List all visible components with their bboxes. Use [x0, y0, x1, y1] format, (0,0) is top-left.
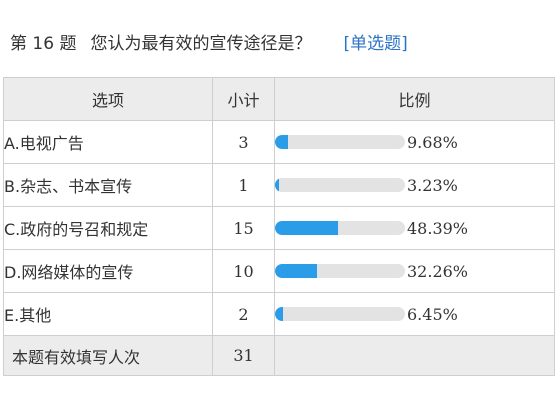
option-label: B.杂志、书本宣传 [3, 163, 213, 207]
option-count: 15 [212, 206, 275, 250]
option-ratio: 9.68% [274, 120, 555, 164]
option-label: D.网络媒体的宣传 [3, 249, 213, 293]
option-label: C.政府的号召和规定 [3, 206, 213, 250]
option-label: E.其他 [3, 292, 213, 336]
option-count: 1 [212, 163, 275, 207]
percent-label: 32.26% [407, 261, 469, 281]
question-number: 第 16 题 [10, 33, 77, 54]
header-count: 小计 [212, 77, 275, 121]
percent-bar-track [275, 135, 405, 149]
table-row: B.杂志、书本宣传 1 3.23% [3, 163, 555, 207]
question-header: 第 16 题 您认为最有效的宣传途径是？ [单选题] [10, 28, 408, 54]
percent-label: 9.68% [407, 132, 458, 152]
percent-label: 48.39% [407, 218, 469, 238]
total-label: 本题有效填写人次 [3, 335, 213, 376]
question-text: 您认为最有效的宣传途径是？ [90, 33, 312, 54]
percent-bar-track [275, 221, 405, 235]
total-count: 31 [212, 335, 275, 376]
table-footer-row: 本题有效填写人次 31 [3, 335, 555, 376]
footer-empty-cell [274, 335, 555, 376]
option-ratio: 6.45% [274, 292, 555, 336]
table-row: E.其他 2 6.45% [3, 292, 555, 336]
percent-label: 6.45% [407, 304, 458, 324]
option-count: 3 [212, 120, 275, 164]
percent-bar-fill [275, 178, 280, 192]
question-type-label: [单选题] [343, 33, 408, 54]
percent-bar-track [275, 264, 405, 278]
table-header-row: 选项 小计 比例 [3, 77, 555, 121]
percent-bar-track [275, 307, 405, 321]
results-table: 选项 小计 比例 A.电视广告 3 9.68% B.杂志、 [3, 77, 555, 376]
header-option: 选项 [3, 77, 213, 121]
table-row: A.电视广告 3 9.68% [3, 120, 555, 164]
percent-bar-fill [275, 264, 317, 278]
option-ratio: 32.26% [274, 249, 555, 293]
option-count: 2 [212, 292, 275, 336]
header-ratio: 比例 [274, 77, 555, 121]
table-row: D.网络媒体的宣传 10 32.26% [3, 249, 555, 293]
option-ratio: 3.23% [274, 163, 555, 207]
table-row: C.政府的号召和规定 15 48.39% [3, 206, 555, 250]
percent-label: 3.23% [407, 175, 458, 195]
percent-bar-fill [275, 135, 288, 149]
option-label: A.电视广告 [3, 120, 213, 164]
option-count: 10 [212, 249, 275, 293]
percent-bar-fill [275, 307, 284, 321]
percent-bar-fill [275, 221, 338, 235]
percent-bar-track [275, 178, 405, 192]
option-ratio: 48.39% [274, 206, 555, 250]
